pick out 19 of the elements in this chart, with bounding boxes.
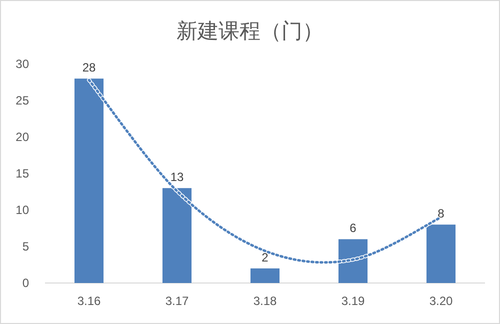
y-tick-label: 5: [22, 240, 30, 254]
x-tick-label: 3.20: [429, 294, 453, 308]
y-tick-label: 15: [16, 166, 30, 180]
x-tick-label: 3.18: [253, 294, 277, 308]
bar: [250, 268, 280, 283]
data-label: 28: [82, 60, 96, 75]
x-tick-label: 3.17: [165, 294, 189, 308]
data-label: 6: [350, 221, 357, 236]
x-tick-label: 3.16: [77, 294, 101, 308]
y-tick-label: 10: [16, 203, 30, 217]
y-tick-label: 0: [22, 276, 30, 290]
y-tick-label: 25: [16, 94, 30, 108]
data-label: 13: [170, 170, 184, 184]
y-tick-label: 30: [16, 57, 30, 71]
y-tick-label: 20: [16, 130, 30, 144]
x-tick-label: 3.19: [341, 294, 365, 308]
title: 新建课程（门）: [176, 20, 324, 43]
data-label: 2: [262, 250, 269, 264]
data-label: 8: [438, 206, 445, 221]
